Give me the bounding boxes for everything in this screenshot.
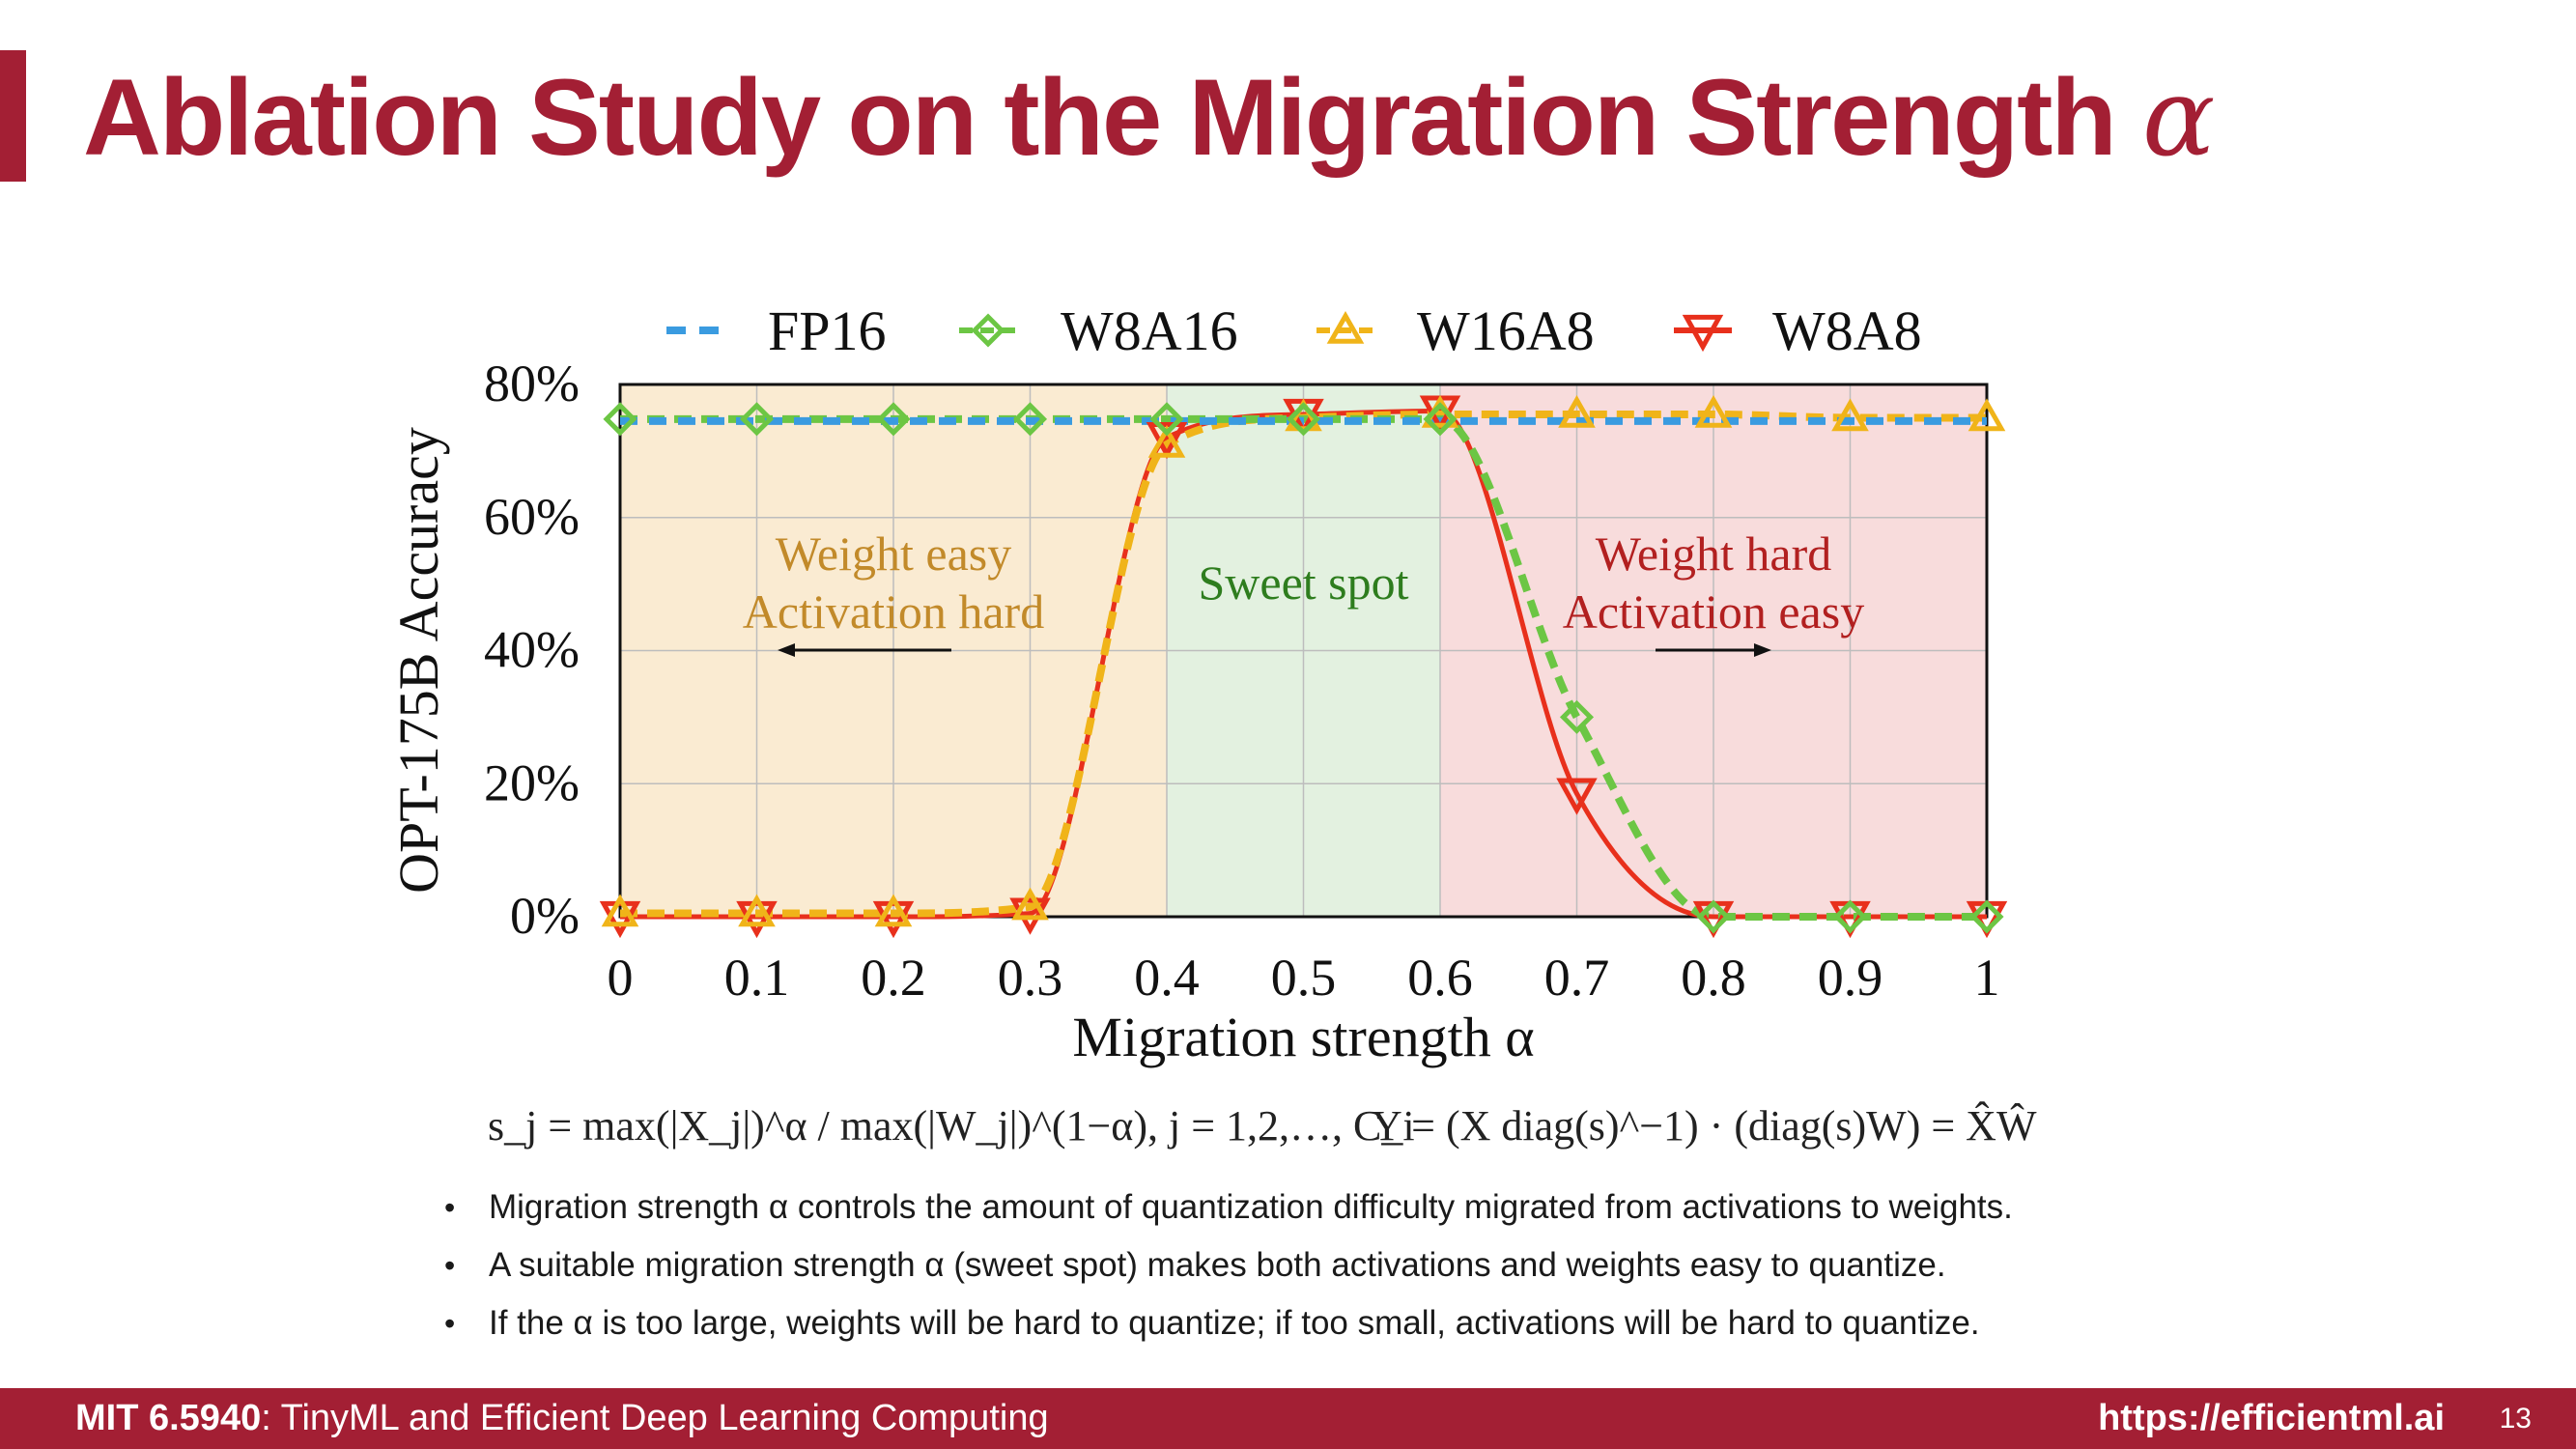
data-point-w16a8 xyxy=(1831,398,1869,432)
x-tick-label: 0.4 xyxy=(1134,949,1200,1007)
x-tick-label: 0.9 xyxy=(1818,949,1883,1007)
course-code: MIT 6.5940 xyxy=(75,1398,262,1438)
data-point-w16a8 xyxy=(601,894,639,927)
footer-bar: MIT 6.5940: TinyML and Efficient Deep Le… xyxy=(0,1388,2576,1449)
bullet-dot-icon: • xyxy=(444,1306,456,1341)
y-tick-label: 40% xyxy=(484,621,580,679)
legend-item-w16a8: W16A8 xyxy=(1316,299,1595,362)
x-tick-label: 0.1 xyxy=(724,949,790,1007)
data-point-w8a16 xyxy=(1696,899,1731,934)
legend-label: FP16 xyxy=(768,299,887,362)
legend-marker-icon xyxy=(971,313,1005,348)
data-point-w16a8 xyxy=(1694,394,1733,428)
region-label: Weight hard xyxy=(1596,526,1832,581)
data-point-w16a8 xyxy=(1967,398,2006,432)
legend-label: W8A16 xyxy=(1061,299,1238,362)
data-point-w8a8 xyxy=(1556,778,1598,815)
y-axis-label: OPT-175B Accuracy xyxy=(387,427,450,894)
x-tick-label: 0.5 xyxy=(1271,949,1337,1007)
legend-item-w8a8: W8A8 xyxy=(1674,299,1922,362)
slide-title-text: Ablation Study on the Migration Strength xyxy=(83,57,2117,178)
bullet-item: • If the α is too large, weights will be … xyxy=(444,1298,2279,1356)
course-name: : TinyML and Efficient Deep Learning Com… xyxy=(261,1398,1049,1438)
formula-row: s_j = max(|X_j|)^α / max(|W_j|)^(1−α), j… xyxy=(488,1101,2130,1169)
bullet-text: If the α is too large, weights will be h… xyxy=(489,1304,1980,1342)
scale-formula: s_j = max(|X_j|)^α / max(|W_j|)^(1−α), j… xyxy=(488,1102,1415,1150)
page-number: 13 xyxy=(2499,1403,2532,1435)
data-point-w8a16 xyxy=(1969,899,2004,934)
legend-item-fp16: FP16 xyxy=(666,299,887,362)
plot-frame xyxy=(618,383,1989,919)
data-point-w8a16 xyxy=(1149,402,1184,437)
y-tick-label: 60% xyxy=(484,488,580,546)
x-tick-label: 0.7 xyxy=(1544,949,1610,1007)
data-point-w8a16 xyxy=(1286,402,1321,437)
course-title: MIT 6.5940: TinyML and Efficient Deep Le… xyxy=(75,1388,1049,1449)
region-label: Activation hard xyxy=(743,584,1044,639)
x-tick-label: 0.2 xyxy=(861,949,926,1007)
data-point-w8a16 xyxy=(876,402,911,437)
region-label: Sweet spot xyxy=(1198,555,1408,610)
bullet-dot-icon: • xyxy=(444,1248,456,1283)
legend-marker-icon xyxy=(1326,310,1365,344)
data-point-w16a8 xyxy=(738,894,776,927)
arrow-right-head-icon xyxy=(1754,643,1771,657)
bullet-item: • A suitable migration strength α (sweet … xyxy=(444,1240,2279,1298)
data-point-w16a8 xyxy=(1011,887,1049,921)
bullet-item: • Migration strength α controls the amoun… xyxy=(444,1182,2279,1240)
slide-title: Ablation Study on the Migration Strength… xyxy=(83,50,2216,185)
data-point-w8a16 xyxy=(1559,699,1595,734)
legend-label: W16A8 xyxy=(1417,299,1595,362)
y-tick-label: 0% xyxy=(510,887,580,945)
data-point-w16a8 xyxy=(1147,424,1186,458)
legend-label: W8A8 xyxy=(1772,299,1922,362)
data-point-w8a8 xyxy=(1146,422,1188,460)
data-point-w16a8 xyxy=(874,894,913,927)
data-point-w8a16 xyxy=(1832,899,1868,934)
data-point-w8a16 xyxy=(739,402,775,437)
bullet-dot-icon: • xyxy=(444,1190,456,1225)
title-accent-bar xyxy=(0,50,26,182)
x-tick-label: 0.6 xyxy=(1407,949,1473,1007)
legend-marker-icon xyxy=(1682,314,1724,353)
x-tick-label: 1 xyxy=(1974,949,2000,1007)
output-formula: Y = (X diag(s)^−1) · (diag(s)W) = X̂Ŵ xyxy=(1372,1102,2037,1150)
arrow-left-head-icon xyxy=(778,643,795,657)
y-tick-label: 20% xyxy=(484,753,580,811)
x-tick-label: 0.8 xyxy=(1681,949,1746,1007)
legend-item-w8a16: W8A16 xyxy=(959,299,1238,362)
region-label: Activation easy xyxy=(1563,584,1864,639)
y-tick-label: 80% xyxy=(484,355,580,412)
data-point-w16a8 xyxy=(1558,394,1596,428)
region-label: Weight easy xyxy=(776,526,1012,581)
slide-title-symbol: α xyxy=(2141,55,2216,181)
data-point-w8a16 xyxy=(603,402,637,437)
series-line-w8a16 xyxy=(619,414,1987,922)
bullet-text: Migration strength α controls the amount… xyxy=(489,1188,2013,1226)
bullet-list: • Migration strength α controls the amoun… xyxy=(444,1182,2279,1356)
bullet-text: A suitable migration strength α (sweet s… xyxy=(489,1246,1946,1284)
data-point-w8a8 xyxy=(1009,897,1051,935)
course-url-link[interactable]: https://efficientml.ai xyxy=(2098,1398,2445,1438)
data-point-w8a16 xyxy=(1423,402,1458,437)
x-axis-label: Migration strength α xyxy=(1072,1006,1534,1068)
data-point-w8a16 xyxy=(1012,402,1048,437)
x-tick-label: 0 xyxy=(608,949,634,1007)
x-tick-label: 0.3 xyxy=(998,949,1063,1007)
